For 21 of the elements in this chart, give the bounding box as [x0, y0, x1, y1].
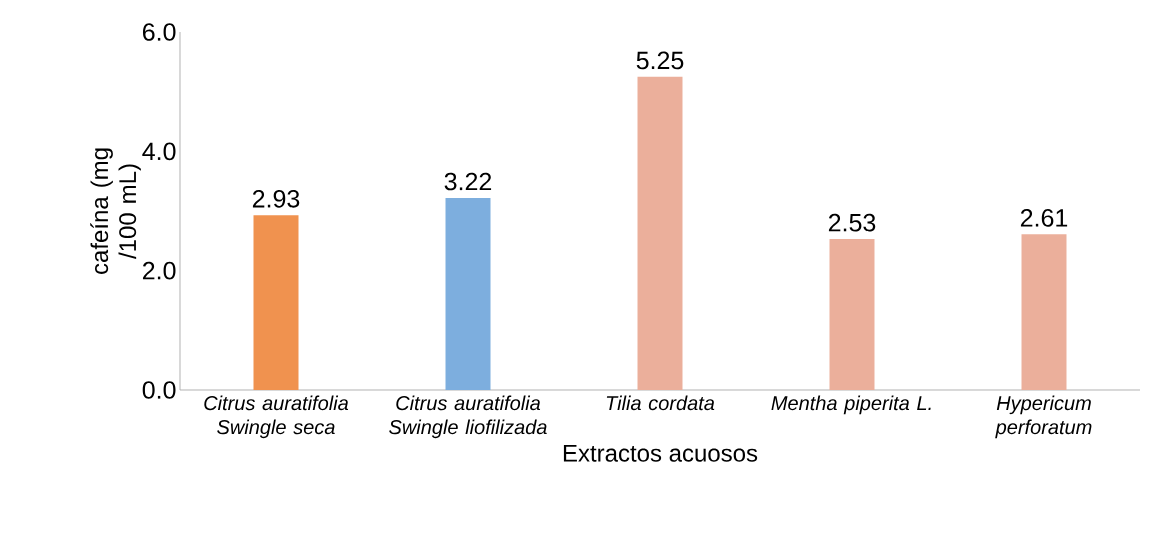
x-tick-label: Citrus auratifolia Swingle seca: [204, 395, 349, 439]
x-tick-label: Hypericum perforatum: [995, 395, 1092, 439]
data-label: 2.53: [828, 213, 876, 232]
x-tick-label: Tilia cordata: [606, 395, 715, 411]
data-label: 3.22: [444, 172, 492, 191]
bar: [637, 76, 683, 390]
data-label: 2.93: [252, 189, 300, 208]
x-tick-label: Citrus auratifolia Swingle liofilizada: [389, 395, 547, 439]
x-axis-title: Extractos acuosos: [563, 445, 758, 462]
bar: [253, 215, 299, 390]
y-tick-label: 6.0: [142, 23, 176, 41]
x-tick-label: Mentha piperita L.: [771, 395, 931, 415]
y-tick-label: 4.0: [142, 142, 176, 161]
y-tick-label: 0.0: [142, 381, 176, 399]
data-label: 5.25: [636, 51, 684, 70]
y-tick-label: 2.0: [142, 261, 176, 280]
data-label: 2.61: [1020, 209, 1068, 227]
y-axis-title: cafeína (mg /100 mL): [90, 148, 141, 275]
bar: [1021, 234, 1067, 390]
bar: [829, 239, 875, 390]
bar: [445, 197, 491, 390]
